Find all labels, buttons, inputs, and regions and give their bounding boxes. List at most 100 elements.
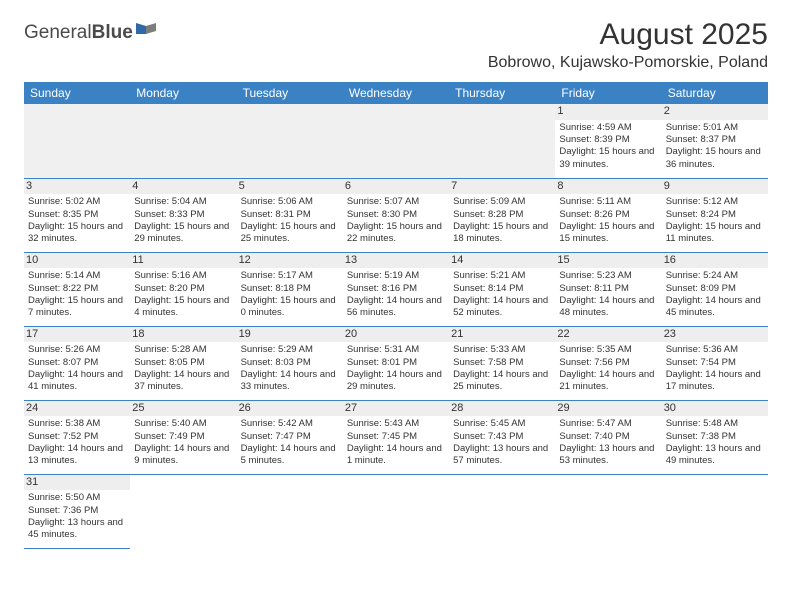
day-number: 5 <box>237 179 343 195</box>
day-number: 19 <box>237 327 343 343</box>
day-info: Sunrise: 5:45 AMSunset: 7:43 PMDaylight:… <box>453 418 551 467</box>
day-cell: 26Sunrise: 5:42 AMSunset: 7:47 PMDayligh… <box>237 400 343 474</box>
day-info: Sunrise: 5:29 AMSunset: 8:03 PMDaylight:… <box>241 344 339 393</box>
day-number: 26 <box>237 401 343 417</box>
day-number: 16 <box>662 253 768 269</box>
logo-text: GeneralBlue <box>24 22 133 44</box>
day-info: Sunrise: 5:21 AMSunset: 8:14 PMDaylight:… <box>453 270 551 319</box>
day-cell: 16Sunrise: 5:24 AMSunset: 8:09 PMDayligh… <box>662 252 768 326</box>
empty-cell <box>662 474 768 548</box>
day-cell: 25Sunrise: 5:40 AMSunset: 7:49 PMDayligh… <box>130 400 236 474</box>
day-info: Sunrise: 5:04 AMSunset: 8:33 PMDaylight:… <box>134 196 232 245</box>
day-cell: 1 Sunrise: 4:59 AMSunset: 8:39 PMDaylight… <box>555 104 661 178</box>
day-info: Sunrise: 5:01 AMSunset: 8:37 PMDaylight:… <box>666 122 764 171</box>
day-number: 21 <box>449 327 555 343</box>
day-number: 24 <box>24 401 130 417</box>
day-cell: 18Sunrise: 5:28 AMSunset: 8:05 PMDayligh… <box>130 326 236 400</box>
calendar-body: 1 Sunrise: 4:59 AMSunset: 8:39 PMDaylight… <box>24 104 768 548</box>
day-info: Sunrise: 5:28 AMSunset: 8:05 PMDaylight:… <box>134 344 232 393</box>
day-number: 23 <box>662 327 768 343</box>
day-number: 17 <box>24 327 130 343</box>
calendar-row: 24Sunrise: 5:38 AMSunset: 7:52 PMDayligh… <box>24 400 768 474</box>
day-cell: 28Sunrise: 5:45 AMSunset: 7:43 PMDayligh… <box>449 400 555 474</box>
empty-cell <box>449 104 555 178</box>
day-number: 1 <box>555 104 661 120</box>
day-number: 31 <box>24 475 130 491</box>
day-number: 29 <box>555 401 661 417</box>
day-cell: 24Sunrise: 5:38 AMSunset: 7:52 PMDayligh… <box>24 400 130 474</box>
day-number: 10 <box>24 253 130 269</box>
day-number: 14 <box>449 253 555 269</box>
day-info: Sunrise: 5:24 AMSunset: 8:09 PMDaylight:… <box>666 270 764 319</box>
empty-cell <box>237 474 343 548</box>
day-info: Sunrise: 5:50 AMSunset: 7:36 PMDaylight:… <box>28 492 126 541</box>
calendar-page: GeneralBlue August 2025 Bobrowo, Kujawsk… <box>0 0 792 567</box>
day-cell: 30Sunrise: 5:48 AMSunset: 7:38 PMDayligh… <box>662 400 768 474</box>
day-cell: 10Sunrise: 5:14 AMSunset: 8:22 PMDayligh… <box>24 252 130 326</box>
day-info: Sunrise: 4:59 AMSunset: 8:39 PMDaylight:… <box>559 122 657 171</box>
day-number: 30 <box>662 401 768 417</box>
day-info: Sunrise: 5:47 AMSunset: 7:40 PMDaylight:… <box>559 418 657 467</box>
day-cell: 29Sunrise: 5:47 AMSunset: 7:40 PMDayligh… <box>555 400 661 474</box>
day-number: 20 <box>343 327 449 343</box>
empty-cell <box>343 474 449 548</box>
weekday-header: Wednesday <box>343 82 449 104</box>
day-cell: 12Sunrise: 5:17 AMSunset: 8:18 PMDayligh… <box>237 252 343 326</box>
day-cell: 23Sunrise: 5:36 AMSunset: 7:54 PMDayligh… <box>662 326 768 400</box>
day-cell: 5Sunrise: 5:06 AMSunset: 8:31 PMDaylight… <box>237 178 343 252</box>
weekday-header-row: Sunday Monday Tuesday Wednesday Thursday… <box>24 82 768 104</box>
day-info: Sunrise: 5:11 AMSunset: 8:26 PMDaylight:… <box>559 196 657 245</box>
day-info: Sunrise: 5:16 AMSunset: 8:20 PMDaylight:… <box>134 270 232 319</box>
calendar-row: 3Sunrise: 5:02 AMSunset: 8:35 PMDaylight… <box>24 178 768 252</box>
day-info: Sunrise: 5:38 AMSunset: 7:52 PMDaylight:… <box>28 418 126 467</box>
location: Bobrowo, Kujawsko-Pomorskie, Poland <box>488 54 768 72</box>
day-info: Sunrise: 5:19 AMSunset: 8:16 PMDaylight:… <box>347 270 445 319</box>
day-info: Sunrise: 5:07 AMSunset: 8:30 PMDaylight:… <box>347 196 445 245</box>
day-number: 13 <box>343 253 449 269</box>
day-cell: 20Sunrise: 5:31 AMSunset: 8:01 PMDayligh… <box>343 326 449 400</box>
day-info: Sunrise: 5:36 AMSunset: 7:54 PMDaylight:… <box>666 344 764 393</box>
day-number: 7 <box>449 179 555 195</box>
day-cell: 13Sunrise: 5:19 AMSunset: 8:16 PMDayligh… <box>343 252 449 326</box>
day-cell: 14Sunrise: 5:21 AMSunset: 8:14 PMDayligh… <box>449 252 555 326</box>
day-info: Sunrise: 5:12 AMSunset: 8:24 PMDaylight:… <box>666 196 764 245</box>
calendar-table: Sunday Monday Tuesday Wednesday Thursday… <box>24 82 768 549</box>
logo-word-2: Blue <box>92 22 133 43</box>
weekday-header: Monday <box>130 82 236 104</box>
day-cell: 7Sunrise: 5:09 AMSunset: 8:28 PMDaylight… <box>449 178 555 252</box>
day-info: Sunrise: 5:09 AMSunset: 8:28 PMDaylight:… <box>453 196 551 245</box>
day-number: 28 <box>449 401 555 417</box>
calendar-row: 31Sunrise: 5:50 AMSunset: 7:36 PMDayligh… <box>24 474 768 548</box>
day-number: 4 <box>130 179 236 195</box>
calendar-row: 10Sunrise: 5:14 AMSunset: 8:22 PMDayligh… <box>24 252 768 326</box>
day-number: 18 <box>130 327 236 343</box>
day-number: 8 <box>555 179 661 195</box>
day-number: 12 <box>237 253 343 269</box>
empty-cell <box>24 104 130 178</box>
day-cell: 31Sunrise: 5:50 AMSunset: 7:36 PMDayligh… <box>24 474 130 548</box>
empty-cell <box>343 104 449 178</box>
day-number: 2 <box>662 104 768 120</box>
empty-cell <box>130 104 236 178</box>
calendar-row: 1 Sunrise: 4:59 AMSunset: 8:39 PMDaylight… <box>24 104 768 178</box>
empty-cell <box>237 104 343 178</box>
day-info: Sunrise: 5:17 AMSunset: 8:18 PMDaylight:… <box>241 270 339 319</box>
day-number: 25 <box>130 401 236 417</box>
day-info: Sunrise: 5:06 AMSunset: 8:31 PMDaylight:… <box>241 196 339 245</box>
empty-cell <box>130 474 236 548</box>
day-cell: 6Sunrise: 5:07 AMSunset: 8:30 PMDaylight… <box>343 178 449 252</box>
day-info: Sunrise: 5:42 AMSunset: 7:47 PMDaylight:… <box>241 418 339 467</box>
day-cell: 8Sunrise: 5:11 AMSunset: 8:26 PMDaylight… <box>555 178 661 252</box>
header: GeneralBlue August 2025 Bobrowo, Kujawsk… <box>24 18 768 72</box>
day-info: Sunrise: 5:43 AMSunset: 7:45 PMDaylight:… <box>347 418 445 467</box>
day-info: Sunrise: 5:31 AMSunset: 8:01 PMDaylight:… <box>347 344 445 393</box>
day-cell: 27Sunrise: 5:43 AMSunset: 7:45 PMDayligh… <box>343 400 449 474</box>
empty-cell <box>449 474 555 548</box>
weekday-header: Saturday <box>662 82 768 104</box>
day-cell: 21Sunrise: 5:33 AMSunset: 7:58 PMDayligh… <box>449 326 555 400</box>
day-cell: 2 Sunrise: 5:01 AMSunset: 8:37 PMDaylight… <box>662 104 768 178</box>
calendar-row: 17Sunrise: 5:26 AMSunset: 8:07 PMDayligh… <box>24 326 768 400</box>
flag-icon <box>135 21 157 39</box>
title-block: August 2025 Bobrowo, Kujawsko-Pomorskie,… <box>488 18 768 72</box>
day-cell: 17Sunrise: 5:26 AMSunset: 8:07 PMDayligh… <box>24 326 130 400</box>
